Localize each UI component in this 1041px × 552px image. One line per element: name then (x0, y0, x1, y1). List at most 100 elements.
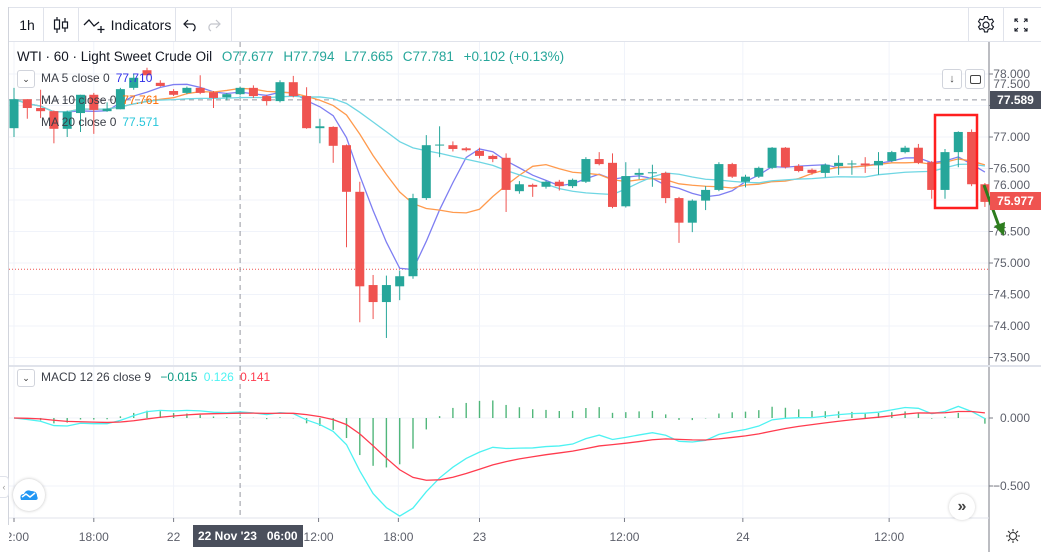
scroll-down-button[interactable]: ↓ (942, 69, 962, 89)
time-axis-label: 18:00 (79, 530, 109, 544)
candle-body (129, 77, 139, 88)
candle (608, 153, 617, 209)
price-axis-label: 77.500 (993, 77, 1030, 91)
candle-body (741, 176, 750, 182)
candle-body (475, 150, 484, 156)
candle (807, 168, 817, 175)
candle-body (368, 285, 378, 303)
candle (714, 162, 724, 192)
scroll-to-realtime-button[interactable]: » (949, 494, 975, 520)
candle (49, 110, 59, 144)
candle-body (235, 87, 245, 95)
candle-body (568, 179, 578, 187)
candle-body (554, 181, 564, 187)
candle-body (461, 148, 471, 151)
candle (647, 164, 657, 187)
crosshair-price-tag: 77.589 (990, 91, 1041, 109)
candle (741, 174, 750, 188)
candle-body (847, 163, 857, 165)
candle (568, 178, 578, 189)
collapse-sidebar-handle[interactable]: ‹ (0, 476, 9, 498)
logo-button[interactable] (13, 479, 45, 511)
candle-body (408, 198, 418, 277)
axis-clip (0, 525, 9, 552)
candle (940, 148, 950, 199)
redo-button[interactable] (203, 8, 225, 41)
candle (687, 199, 697, 233)
candle (501, 153, 511, 212)
open-value: O77.677 (221, 49, 274, 64)
candle (302, 87, 312, 129)
crosshair-date: 22 Nov '23 (198, 529, 257, 543)
candle (155, 80, 165, 87)
candle (514, 181, 524, 194)
axis-settings-button[interactable] (1004, 527, 1022, 545)
symbol-title: WTI · 60 · Light Sweet Crude Oil (17, 49, 213, 64)
arrow-down-icon: ↓ (949, 73, 955, 85)
toolbar-divider (78, 8, 79, 41)
candle-body (834, 162, 844, 166)
macd-legend[interactable]: MACD 12 26 close 9 −0.015 0.126 0.141 (41, 370, 270, 384)
close-value: C77.781 (402, 49, 454, 64)
maximize-pane-button[interactable] (965, 69, 985, 89)
ma20-legend[interactable]: MA 20 close 0 77.571 (41, 115, 159, 129)
candle (621, 162, 631, 208)
macd-axis-label: 0.000 (1000, 411, 1030, 425)
collapse-indicators-button[interactable]: ⌄ (17, 70, 35, 88)
toolbar-divider (231, 8, 232, 41)
last-price-tag: 75.977 (990, 192, 1041, 210)
candle (209, 91, 218, 109)
ma20-value: 77.571 (122, 115, 160, 129)
candle-body (608, 162, 617, 207)
collapse-macd-button[interactable]: ⌄ (17, 369, 35, 387)
candle-body (381, 285, 391, 303)
candle (461, 147, 471, 152)
macd-value: 0.126 (203, 370, 234, 384)
sun-settings-icon (1006, 529, 1020, 543)
candle (448, 141, 458, 152)
ma5-value: 77.710 (115, 71, 153, 85)
candle-body (49, 111, 59, 129)
candle-body (142, 70, 152, 76)
price-axis-label: 76.500 (993, 162, 1030, 176)
candle-body (395, 276, 405, 287)
candle-body (581, 159, 591, 182)
frame-border-top (8, 7, 1041, 8)
undo-button[interactable] (179, 8, 201, 41)
candle-body (421, 145, 431, 199)
candle-body (714, 164, 724, 190)
candle-body (501, 157, 511, 190)
ma10-legend[interactable]: MA 10 close 0 77.761 (41, 93, 159, 107)
candle-body (448, 145, 458, 149)
candle-body (102, 108, 112, 112)
candle-body (953, 131, 963, 153)
toolbar-divider (175, 8, 176, 41)
candle (554, 179, 564, 191)
settings-button[interactable] (969, 8, 1003, 41)
frame-border-left (8, 7, 9, 552)
candle (76, 94, 85, 132)
high-value: H77.794 (283, 49, 335, 64)
candle (767, 147, 777, 170)
candle-body (89, 94, 99, 110)
candle-body (860, 163, 870, 166)
chart-type-button[interactable] (44, 8, 78, 41)
time-axis-label: 12:00 (609, 530, 639, 544)
macd-histogram-value: −0.015 (160, 370, 198, 384)
chevron-left-icon: ‹ (2, 482, 6, 492)
interval-button[interactable]: 1h (19, 16, 35, 33)
candle (62, 110, 72, 137)
chevron-down-icon: ⌄ (22, 73, 30, 84)
fullscreen-button[interactable] (1004, 8, 1038, 41)
candle-body (514, 184, 524, 192)
ma10-line (13, 87, 986, 214)
candle-body (541, 181, 551, 187)
candle-body (209, 92, 218, 98)
low-value: L77.665 (344, 49, 394, 64)
indicators-button[interactable]: Indicators (79, 8, 175, 41)
ma5-legend[interactable]: MA 5 close 0 77.710 (41, 71, 152, 85)
price-axis-label: 77.000 (993, 130, 1030, 144)
candle (528, 183, 538, 197)
candle-body (435, 144, 445, 146)
